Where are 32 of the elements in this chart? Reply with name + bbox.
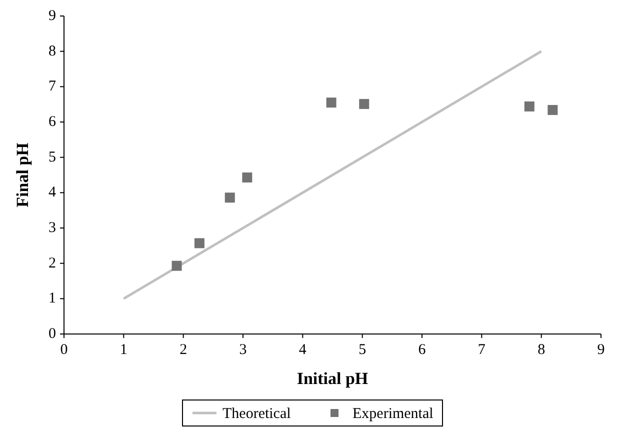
point [326,98,336,108]
y-tick-label: 4 [48,184,56,201]
legend-label: Experimental [352,406,434,422]
x-tick-label: 3 [239,342,247,358]
point [548,104,558,115]
y-tick-label: 7 [48,78,56,95]
x-tick-label: 7 [478,342,486,358]
x-axis-title: Initial pH [296,369,368,388]
x-tick-label: 5 [358,342,366,358]
x-tick-label: 4 [298,342,307,358]
y-tick-label: 8 [48,43,56,60]
y-axis-title: Final pH [13,142,32,208]
y-tick-label: 9 [48,8,56,24]
point [224,192,235,203]
y-tick-label: 3 [48,220,56,236]
point [194,238,204,248]
x-tick-label: 9 [597,342,605,358]
point [172,260,182,271]
y-tick-label: 0 [48,326,56,342]
point [359,98,370,109]
x-tick-label: 1 [120,342,128,358]
x-tick-label: 8 [538,342,546,358]
x-tick-label: 2 [180,342,188,358]
point [524,101,534,112]
legend-label: Theoretical [222,406,291,422]
y-tick-label: 2 [48,255,56,272]
y-tick-label: 1 [48,290,56,307]
y-tick-label: 6 [48,114,56,130]
x-tick-label: 0 [60,342,68,358]
y-tick-label: 5 [48,149,56,166]
x-tick-label: 6 [418,342,426,358]
point [242,172,252,182]
